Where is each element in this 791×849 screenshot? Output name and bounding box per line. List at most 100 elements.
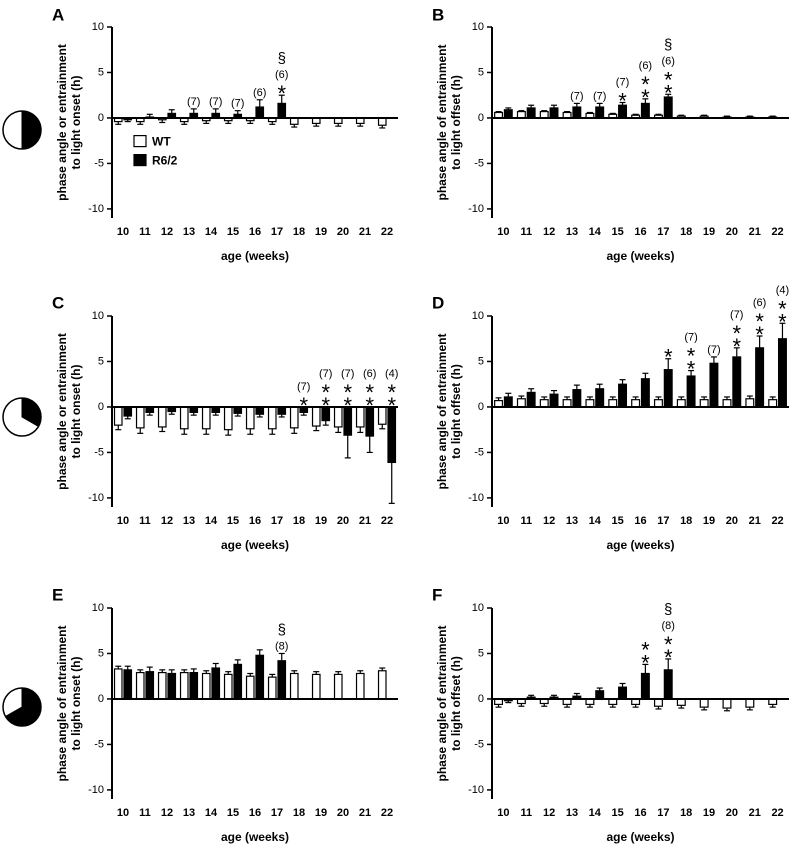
section-mark: § (278, 621, 286, 638)
significance-star: * (365, 393, 374, 418)
x-tick-label: 13 (566, 807, 578, 819)
x-tick-label: 18 (680, 807, 692, 819)
x-tick-label: 12 (543, 807, 555, 819)
bar-wt-13 (179, 671, 189, 700)
x-tick-label: 11 (520, 807, 532, 819)
x-axis-label: age (weeks) (606, 830, 674, 844)
x-tick-label: 14 (589, 515, 602, 527)
y-tick-label: 10 (472, 21, 484, 33)
x-axis-label: age (weeks) (221, 249, 289, 263)
y-axis-label: phase angle of entrainmentto light offse… (435, 333, 463, 489)
significance-star: * (664, 645, 673, 670)
x-tick-label: 19 (315, 515, 327, 527)
y-axis-label-line: to light offset (h) (449, 364, 463, 459)
x-axis-label: age (weeks) (606, 538, 674, 552)
bar-r62-12 (549, 107, 559, 119)
x-tick-label: 18 (680, 226, 692, 238)
light-dark-cycle-icon-short-dark (2, 397, 42, 437)
x-tick-label: 12 (161, 515, 173, 527)
bar-wt-11 (516, 398, 526, 408)
bar-wt-19 (311, 406, 321, 427)
bar-wt-10 (113, 406, 123, 426)
section-mark: § (278, 50, 286, 67)
y-tick-label: 0 (98, 401, 104, 413)
x-tick-label: 15 (227, 807, 239, 819)
sample-size-label: (6) (753, 297, 766, 309)
x-tick-label: 12 (161, 226, 173, 238)
significance-star: * (687, 344, 696, 369)
panel-a: A 10 5 0 -5 -10 phase angle or entrainmentto l… (52, 5, 398, 263)
sample-size-label: (6) (639, 60, 652, 72)
bar-wt-11 (135, 671, 145, 700)
x-tick-label: 21 (359, 807, 371, 819)
y-axis-label: phase angle of entrainmentto light onset… (55, 625, 83, 781)
section-mark: § (664, 601, 672, 618)
significance-star: * (664, 345, 673, 370)
sample-size-label: (7) (730, 309, 743, 321)
significance-star: * (618, 88, 627, 113)
x-tick-label: 18 (293, 226, 305, 238)
bar-wt-10 (113, 668, 123, 700)
bar-r62-16 (640, 672, 650, 700)
bar-wt-20 (333, 673, 343, 700)
panel-letter: F (432, 585, 442, 604)
bar-r62-22 (777, 338, 787, 408)
significance-star: * (641, 650, 650, 675)
legend-label-wt: WT (152, 135, 171, 149)
significance-star: * (732, 334, 741, 359)
sample-size-label: (6) (662, 55, 675, 67)
significance-star: * (778, 296, 787, 321)
bar-r62-15 (618, 383, 628, 408)
x-tick-label: 18 (293, 807, 305, 819)
y-axis-label-line: phase angle of entrainment (435, 333, 449, 489)
sample-size-label: (4) (385, 368, 398, 380)
light-dark-cycle-icon-long-dark (2, 687, 42, 727)
bar-r62-20 (732, 356, 742, 408)
y-tick-label: 5 (98, 355, 104, 367)
sample-size-label: (7) (616, 76, 629, 88)
bar-wt-21 (745, 398, 755, 408)
x-tick-label: 12 (543, 226, 555, 238)
x-tick-label: 10 (117, 807, 129, 819)
bar-wt-12 (157, 671, 167, 700)
x-tick-label: 19 (703, 515, 715, 527)
y-axis-label-line: phase angle or entrainment (55, 44, 69, 201)
bar-wt-18 (676, 399, 686, 408)
panel-letter: E (52, 585, 63, 604)
y-axis-label-line: to light offset (h) (449, 75, 463, 170)
x-tick-label: 11 (139, 807, 151, 819)
sample-size-label: (6) (275, 69, 288, 81)
x-tick-label: 19 (703, 226, 715, 238)
x-tick-label: 21 (749, 226, 761, 238)
bar-wt-22 (377, 117, 387, 126)
legend-swatch-wt (133, 135, 147, 148)
bar-r62-17 (277, 406, 287, 415)
x-tick-label: 15 (612, 515, 624, 527)
x-tick-label: 13 (183, 807, 195, 819)
bar-wt-20 (722, 698, 732, 709)
y-tick-label: -5 (474, 157, 484, 169)
x-tick-label: 14 (589, 807, 602, 819)
y-tick-label: 0 (478, 401, 484, 413)
x-tick-label: 21 (749, 807, 761, 819)
section-mark: § (664, 36, 672, 53)
y-tick-label: -10 (88, 784, 104, 796)
y-axis-label-line: to light onset (h) (69, 657, 83, 751)
bar-wt-16 (245, 406, 255, 430)
x-tick-label: 20 (337, 226, 349, 238)
bar-wt-20 (722, 399, 732, 408)
bar-r62-12 (549, 393, 559, 408)
x-tick-label: 22 (381, 807, 393, 819)
bar-r62-15 (618, 686, 628, 700)
panel-letter: C (52, 293, 64, 312)
bar-wt-19 (311, 673, 321, 700)
bar-wt-14 (585, 399, 595, 408)
y-axis-label: phase angle or entrainmentto light onset… (55, 44, 83, 201)
y-tick-label: 10 (92, 310, 104, 322)
bar-r62-11 (145, 671, 155, 700)
light-dark-icons (2, 110, 42, 727)
significance-star: * (387, 380, 396, 405)
bar-r62-19 (709, 362, 719, 408)
bar-r62-10 (123, 406, 133, 417)
